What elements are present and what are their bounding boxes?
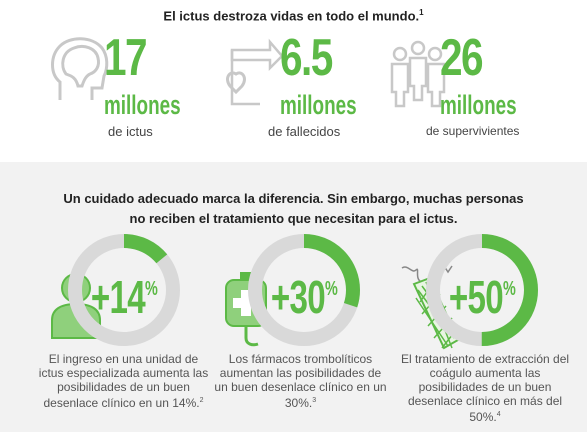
benefit-caption: El ingreso en una unidad de ictus especi… xyxy=(36,352,211,410)
benefit-number: +30 xyxy=(270,271,326,323)
headline-text: El ictus destroza vidas en todo el mundo… xyxy=(163,8,420,24)
ring-fill xyxy=(426,234,538,346)
stat-number: 6.5 xyxy=(280,29,333,87)
benefit-value: +50% xyxy=(440,264,524,322)
stat-deaths: 6.5 millones de fallecidos xyxy=(220,29,380,144)
subheadline: Un cuidado adecuado marca la diferencia.… xyxy=(0,189,587,229)
heart-monitor-icon xyxy=(226,38,284,106)
benefit-caption-text: Los fármacos trombolíticos aumentan las … xyxy=(214,352,387,410)
stat-label: de fallecidos xyxy=(268,124,341,139)
stat-label: de supervivientes xyxy=(426,124,520,138)
stat-number: 17 xyxy=(104,29,148,87)
benefit-value: +14% xyxy=(82,264,166,322)
benefit-caption-text: El ingreso en una unidad de ictus especi… xyxy=(38,352,209,410)
progress-ring xyxy=(248,234,360,346)
stat-unit: millones xyxy=(280,90,357,120)
stat-strokes: 17 millones de ictus xyxy=(46,29,196,144)
subheadline-line1: Un cuidado adecuado marca la diferencia.… xyxy=(63,191,524,206)
benefit-caption: Los fármacos trombolíticos aumentan las … xyxy=(213,352,388,410)
progress-ring xyxy=(68,234,180,346)
benefit-ref: 3 xyxy=(312,397,317,404)
bottom-section xyxy=(0,162,587,432)
headline: El ictus destroza vidas en todo el mundo… xyxy=(0,8,587,23)
ring-fill xyxy=(68,234,180,346)
benefit-number: +14 xyxy=(90,271,146,323)
people-group-icon xyxy=(390,40,446,108)
benefit-caption: El tratamiento de extracción del coágulo… xyxy=(400,352,570,424)
ring-fill xyxy=(248,234,360,346)
benefit-ref: 2 xyxy=(199,397,204,404)
stat-label: de ictus xyxy=(108,124,153,139)
top-section xyxy=(0,0,587,162)
ring-benefit-2: +30% xyxy=(246,232,362,348)
ring-benefit-1: +14% xyxy=(66,232,182,348)
stat-number: 26 xyxy=(440,29,484,87)
stat-unit: millones xyxy=(104,90,181,120)
benefit-percent: % xyxy=(324,278,338,300)
benefit-value: +30% xyxy=(262,264,346,322)
head-brain-icon xyxy=(51,37,109,100)
benefit-caption-text: El tratamiento de extracción del coágulo… xyxy=(400,352,570,424)
headline-ref: 1 xyxy=(419,8,424,17)
ring-benefit-3: +50% xyxy=(424,232,540,348)
subheadline-line2: no reciben el tratamiento que necesitan … xyxy=(129,211,458,226)
benefit-percent: % xyxy=(144,278,158,300)
stat-survivors: 26 millones de supervivientes xyxy=(388,29,548,144)
benefit-number: +50 xyxy=(448,271,504,323)
benefit-ref: 4 xyxy=(496,411,501,418)
benefit-percent: % xyxy=(502,278,516,300)
stat-unit: millones xyxy=(440,90,517,120)
progress-ring xyxy=(426,234,538,346)
